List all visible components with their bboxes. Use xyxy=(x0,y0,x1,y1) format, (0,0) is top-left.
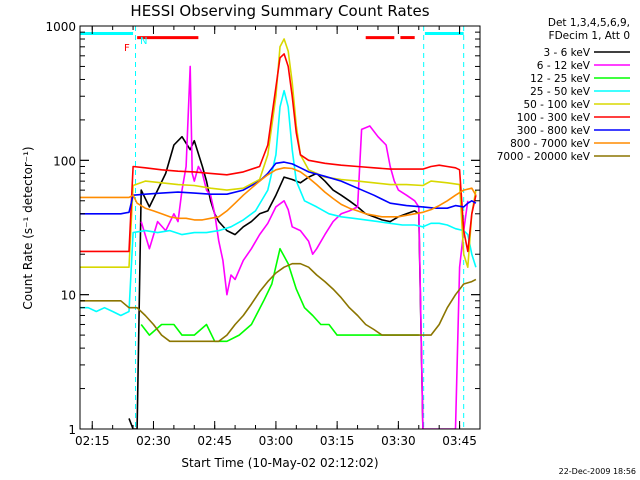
legend-label: 300 - 800 keV xyxy=(517,125,591,137)
legend-item: 25 - 50 keV xyxy=(530,86,630,98)
legend-label: 25 - 50 keV xyxy=(530,86,591,98)
night-flag-letter: N xyxy=(140,36,147,47)
x-tick-label: 03:45 xyxy=(442,434,477,448)
y-tick-labels: 1 10 100 1000 xyxy=(45,20,76,437)
x-tick-label: 03:15 xyxy=(320,434,355,448)
legend-label: 800 - 7000 keV xyxy=(510,138,591,150)
legend-item: 50 - 100 keV xyxy=(523,99,630,111)
legend-item: 12 - 25 keV xyxy=(530,73,630,85)
flare-flag-letter: F xyxy=(124,43,130,54)
night-boundary-lines xyxy=(135,26,465,429)
timestamp-footer: 22-Dec-2009 18:56 xyxy=(559,467,636,476)
legend-label: 6 - 12 keV xyxy=(537,60,591,72)
legend: Det 1,3,4,5,6,9, FDecim 1, Att 0 3 - 6 k… xyxy=(497,17,630,163)
chart-title: HESSI Observing Summary Count Rates xyxy=(130,2,429,20)
series-line-100-300-kev xyxy=(80,53,477,253)
series-line-300-800-kev xyxy=(80,161,477,215)
legend-label: 3 - 6 keV xyxy=(543,47,590,59)
legend-item: 6 - 12 keV xyxy=(537,60,630,72)
x-tick-label: 03:30 xyxy=(381,434,416,448)
y-tick-label: 1000 xyxy=(45,20,76,34)
series-layer xyxy=(80,38,477,429)
plot-frame xyxy=(79,25,481,430)
legend-header-line-2: FDecim 1, Att 0 xyxy=(549,30,630,42)
y-tick-label: 10 xyxy=(61,289,76,303)
series-line-800-7000-kev xyxy=(80,167,477,221)
x-tick-label: 03:00 xyxy=(259,434,294,448)
legend-item: 7000 - 20000 keV xyxy=(497,151,630,163)
legend-item: 300 - 800 keV xyxy=(517,125,630,137)
legend-item: 3 - 6 keV xyxy=(543,47,630,59)
legend-label: 12 - 25 keV xyxy=(530,73,591,85)
legend-item: 100 - 300 keV xyxy=(517,112,630,124)
legend-label: 50 - 100 keV xyxy=(523,99,590,111)
legend-label: 7000 - 20000 keV xyxy=(497,151,591,163)
axis-ticks xyxy=(80,25,481,430)
series-line-25-50-kev xyxy=(80,89,477,317)
y-axis-title: Count Rate (s⁻¹ detector⁻¹) xyxy=(21,146,35,309)
series-line-6-12-kev xyxy=(140,65,469,429)
series-line-7000-20000-kev xyxy=(80,262,477,343)
y-tick-label: 1 xyxy=(68,423,76,437)
flag-bars xyxy=(80,31,464,40)
series-line-3-6-kev xyxy=(128,135,424,429)
series-line-12-25-kev xyxy=(140,247,419,343)
legend-item: 800 - 7000 keV xyxy=(510,138,630,150)
x-tick-label: 02:45 xyxy=(197,434,232,448)
x-tick-label: 02:15 xyxy=(75,434,110,448)
series-line-50-100-kev xyxy=(80,38,477,268)
y-tick-label: 100 xyxy=(53,154,76,168)
x-axis-title: Start Time (10-May-02 02:12:02) xyxy=(181,456,378,470)
x-tick-labels: 02:15 02:30 02:45 03:00 03:15 03:30 03:45 xyxy=(75,434,477,448)
legend-header-line-1: Det 1,3,4,5,6,9, xyxy=(548,17,630,29)
x-tick-label: 02:30 xyxy=(136,434,171,448)
legend-label: 100 - 300 keV xyxy=(517,112,591,124)
